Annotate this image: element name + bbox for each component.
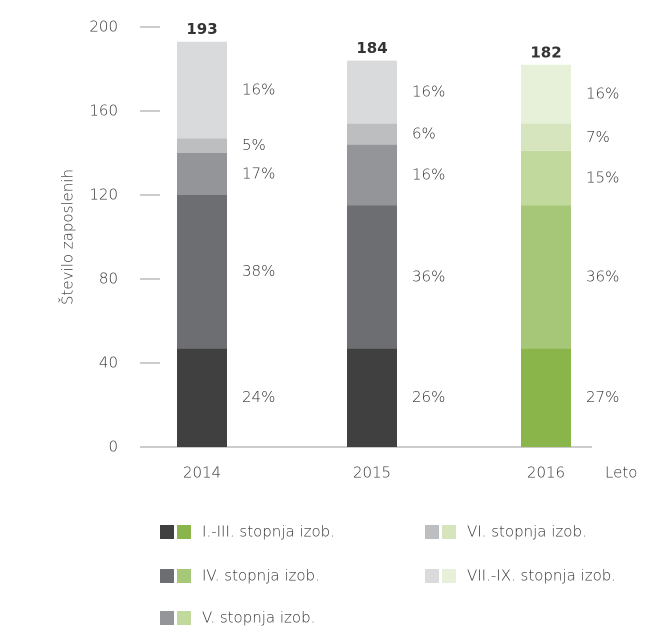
legend-swatch <box>442 525 456 539</box>
bar-segment <box>347 348 397 447</box>
x-tick-label: 2015 <box>353 464 391 482</box>
legend-label: VII.-IX. stopnja izob. <box>467 567 616 585</box>
bar-segment <box>347 144 397 206</box>
share-label: 7% <box>586 128 610 146</box>
share-label: 24% <box>242 388 275 406</box>
share-label: 6% <box>412 125 436 143</box>
bar-segment <box>521 123 571 151</box>
y-tick-label: 120 <box>89 186 118 204</box>
total-label: 184 <box>356 39 387 57</box>
legend-swatch <box>177 525 191 539</box>
y-tick-label: 160 <box>89 102 118 120</box>
x-tick-label: 2016 <box>527 464 565 482</box>
total-label: 182 <box>530 43 561 61</box>
bar-segment <box>177 41 227 139</box>
share-label: 27% <box>586 388 619 406</box>
share-label: 16% <box>412 83 445 101</box>
bar-segment <box>177 195 227 349</box>
x-tick-label: 2014 <box>183 464 221 482</box>
y-tick-label: 200 <box>89 18 118 36</box>
share-label: 16% <box>242 81 275 99</box>
share-label: 36% <box>412 267 445 285</box>
bar-segment <box>347 205 397 349</box>
bar-segment <box>177 138 227 153</box>
x-axis-label: Leto <box>605 464 637 482</box>
share-label: 16% <box>412 166 445 184</box>
bar-segment <box>521 64 571 124</box>
share-label: 38% <box>242 262 275 280</box>
share-label: 15% <box>586 169 619 187</box>
legend-swatch <box>177 569 191 583</box>
legend-swatch <box>425 569 439 583</box>
y-tick-label: 40 <box>99 354 118 372</box>
legend-label: IV. stopnja izob. <box>202 567 320 585</box>
bar-segment <box>177 153 227 195</box>
legend-label: VI. stopnja izob. <box>467 523 587 541</box>
share-label: 26% <box>412 388 445 406</box>
bar-segment <box>347 123 397 145</box>
bar-segment <box>521 205 571 349</box>
share-label: 5% <box>242 136 266 154</box>
legend-swatch <box>425 525 439 539</box>
total-label: 193 <box>186 20 217 38</box>
bar-segment <box>347 60 397 124</box>
bar-segment <box>177 348 227 447</box>
legend-swatch <box>160 611 174 625</box>
legend-swatch <box>160 569 174 583</box>
legend-label: V. stopnja izob. <box>202 609 315 627</box>
legend-swatch <box>442 569 456 583</box>
bar-segment <box>521 348 571 447</box>
bar-segment <box>521 150 571 206</box>
y-axis-label: Število zaposlenih <box>58 169 77 305</box>
legend-swatch <box>177 611 191 625</box>
y-tick-label: 0 <box>108 438 118 456</box>
share-label: 16% <box>586 85 619 103</box>
legend-label: I.-III. stopnja izob. <box>202 523 335 541</box>
share-label: 17% <box>242 165 275 183</box>
y-tick-label: 80 <box>99 270 118 288</box>
legend-swatch <box>160 525 174 539</box>
share-label: 36% <box>586 267 619 285</box>
